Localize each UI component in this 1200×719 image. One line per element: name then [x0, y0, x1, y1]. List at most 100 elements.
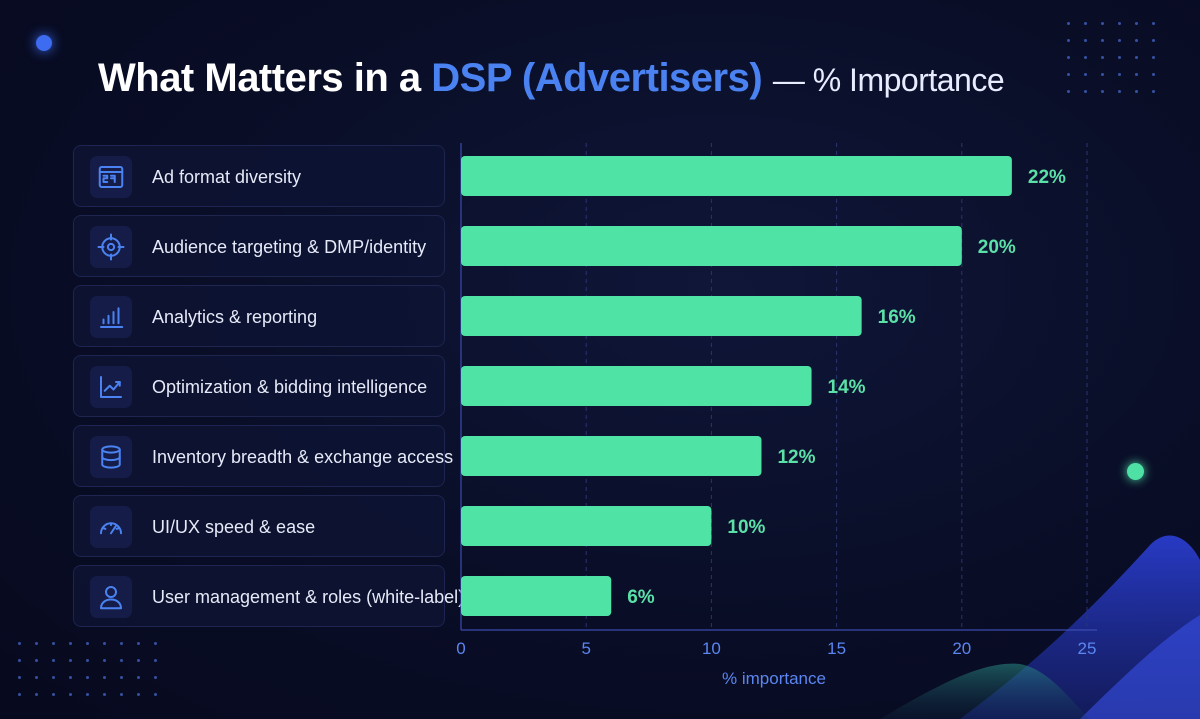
page-title: What Matters in a DSP (Advertisers) — % …	[98, 56, 1005, 101]
decorative-dot	[1152, 39, 1155, 42]
decorative-dot	[103, 659, 106, 662]
decorative-dot	[154, 642, 157, 645]
bar	[461, 156, 1012, 196]
decorative-dot	[1067, 56, 1070, 59]
decorative-dot	[1084, 22, 1087, 25]
category-label: User management & roles (white-label)	[152, 587, 465, 607]
decorative-dot	[35, 659, 38, 662]
database-icon	[90, 436, 132, 478]
decorative-dot	[1152, 56, 1155, 59]
decorative-dot	[1084, 90, 1087, 93]
decorative-dot	[120, 659, 123, 662]
category-label: Analytics & reporting	[152, 307, 318, 327]
bar-value-label: 10%	[727, 517, 765, 538]
category-row: Audience targeting & DMP/identity	[73, 215, 445, 277]
decorative-dot	[137, 659, 140, 662]
x-tick-label: 0	[456, 639, 465, 658]
decorative-dot	[1084, 39, 1087, 42]
decorative-dot	[1152, 73, 1155, 76]
x-tick-label: 10	[702, 639, 721, 658]
bar-value-label: 20%	[978, 237, 1016, 258]
decorative-dot	[18, 676, 21, 679]
decorative-dot	[1152, 22, 1155, 25]
ad-format-icon	[90, 156, 132, 198]
decorative-dot	[69, 693, 72, 696]
decorative-dot	[18, 693, 21, 696]
decorative-dot	[137, 642, 140, 645]
category-label: UI/UX speed & ease	[152, 517, 316, 537]
decorative-dot	[52, 676, 55, 679]
bar	[461, 436, 762, 476]
decorative-dot	[1135, 56, 1138, 59]
category-row: Analytics & reporting	[73, 285, 445, 347]
decorative-blue-dot	[36, 35, 52, 51]
decorative-dot	[86, 676, 89, 679]
x-tick-label: 25	[1078, 639, 1097, 658]
decorative-dot	[1152, 90, 1155, 93]
decorative-dot	[86, 659, 89, 662]
decorative-dot	[1101, 22, 1104, 25]
decorative-dot	[86, 642, 89, 645]
x-tick-label: 15	[827, 639, 846, 658]
decorative-dot	[35, 676, 38, 679]
decorative-dot	[103, 676, 106, 679]
decorative-dot	[1101, 90, 1104, 93]
decorative-dot	[1067, 22, 1070, 25]
category-label: Inventory breadth & exchange access	[152, 447, 454, 467]
decorative-dot	[52, 642, 55, 645]
bar	[461, 366, 812, 406]
decorative-dot	[1067, 73, 1070, 76]
decorative-dot	[1067, 90, 1070, 93]
bar-value-label: 14%	[828, 377, 866, 398]
bar-value-label: 22%	[1028, 167, 1066, 188]
decorative-dot	[1101, 73, 1104, 76]
bar	[461, 506, 712, 546]
bar	[461, 296, 862, 336]
decorative-dot	[1135, 73, 1138, 76]
decorative-dot	[1118, 73, 1121, 76]
decorative-dot	[1067, 39, 1070, 42]
bar-value-label: 12%	[777, 447, 815, 468]
category-row: User management & roles (white-label)	[73, 565, 464, 627]
category-label: Ad format diversity	[152, 167, 302, 187]
decorative-dot	[35, 693, 38, 696]
decorative-dot	[35, 642, 38, 645]
decorative-dot	[120, 676, 123, 679]
decorative-dot	[52, 693, 55, 696]
bar-value-label: 6%	[627, 587, 655, 608]
title-suffix: — % Importance	[772, 62, 1005, 98]
decorative-dot	[69, 642, 72, 645]
decorative-dot	[86, 693, 89, 696]
decorative-dot	[120, 642, 123, 645]
speedometer-icon	[90, 506, 132, 548]
decorative-dot	[103, 642, 106, 645]
x-tick-label: 5	[581, 639, 590, 658]
bar	[461, 226, 962, 266]
x-axis-label: % importance	[722, 669, 826, 688]
decorative-dot	[137, 693, 140, 696]
decorative-dot	[1084, 73, 1087, 76]
decorative-dot	[154, 693, 157, 696]
category-row: Inventory breadth & exchange access	[73, 425, 453, 487]
decorative-dot	[1101, 39, 1104, 42]
target-icon	[90, 226, 132, 268]
x-tick-label: 20	[952, 639, 971, 658]
trend-line-icon	[90, 366, 132, 408]
decorative-dot	[137, 676, 140, 679]
bar	[461, 576, 612, 616]
decorative-dot	[1135, 90, 1138, 93]
decorative-dot	[154, 659, 157, 662]
bar-value-label: 16%	[878, 307, 916, 328]
bar-chart-icon	[90, 296, 132, 338]
decorative-dot	[52, 659, 55, 662]
category-row: UI/UX speed & ease	[73, 495, 445, 557]
title-prefix: What Matters in a	[98, 56, 421, 100]
decorative-dot	[103, 693, 106, 696]
decorative-dot	[1118, 22, 1121, 25]
decorative-dot	[69, 659, 72, 662]
decorative-dot	[1118, 90, 1121, 93]
decorative-dot	[1135, 22, 1138, 25]
decorative-green-dot	[1127, 463, 1144, 480]
